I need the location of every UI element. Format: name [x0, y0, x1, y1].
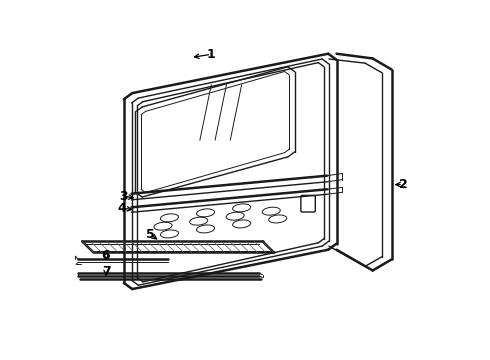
Text: 6: 6	[102, 249, 110, 262]
Text: 1: 1	[207, 48, 216, 61]
Text: 3: 3	[120, 190, 128, 203]
Text: 2: 2	[399, 178, 407, 191]
Text: 4: 4	[118, 202, 126, 215]
Text: 7: 7	[102, 265, 110, 278]
Text: 5: 5	[146, 228, 155, 241]
